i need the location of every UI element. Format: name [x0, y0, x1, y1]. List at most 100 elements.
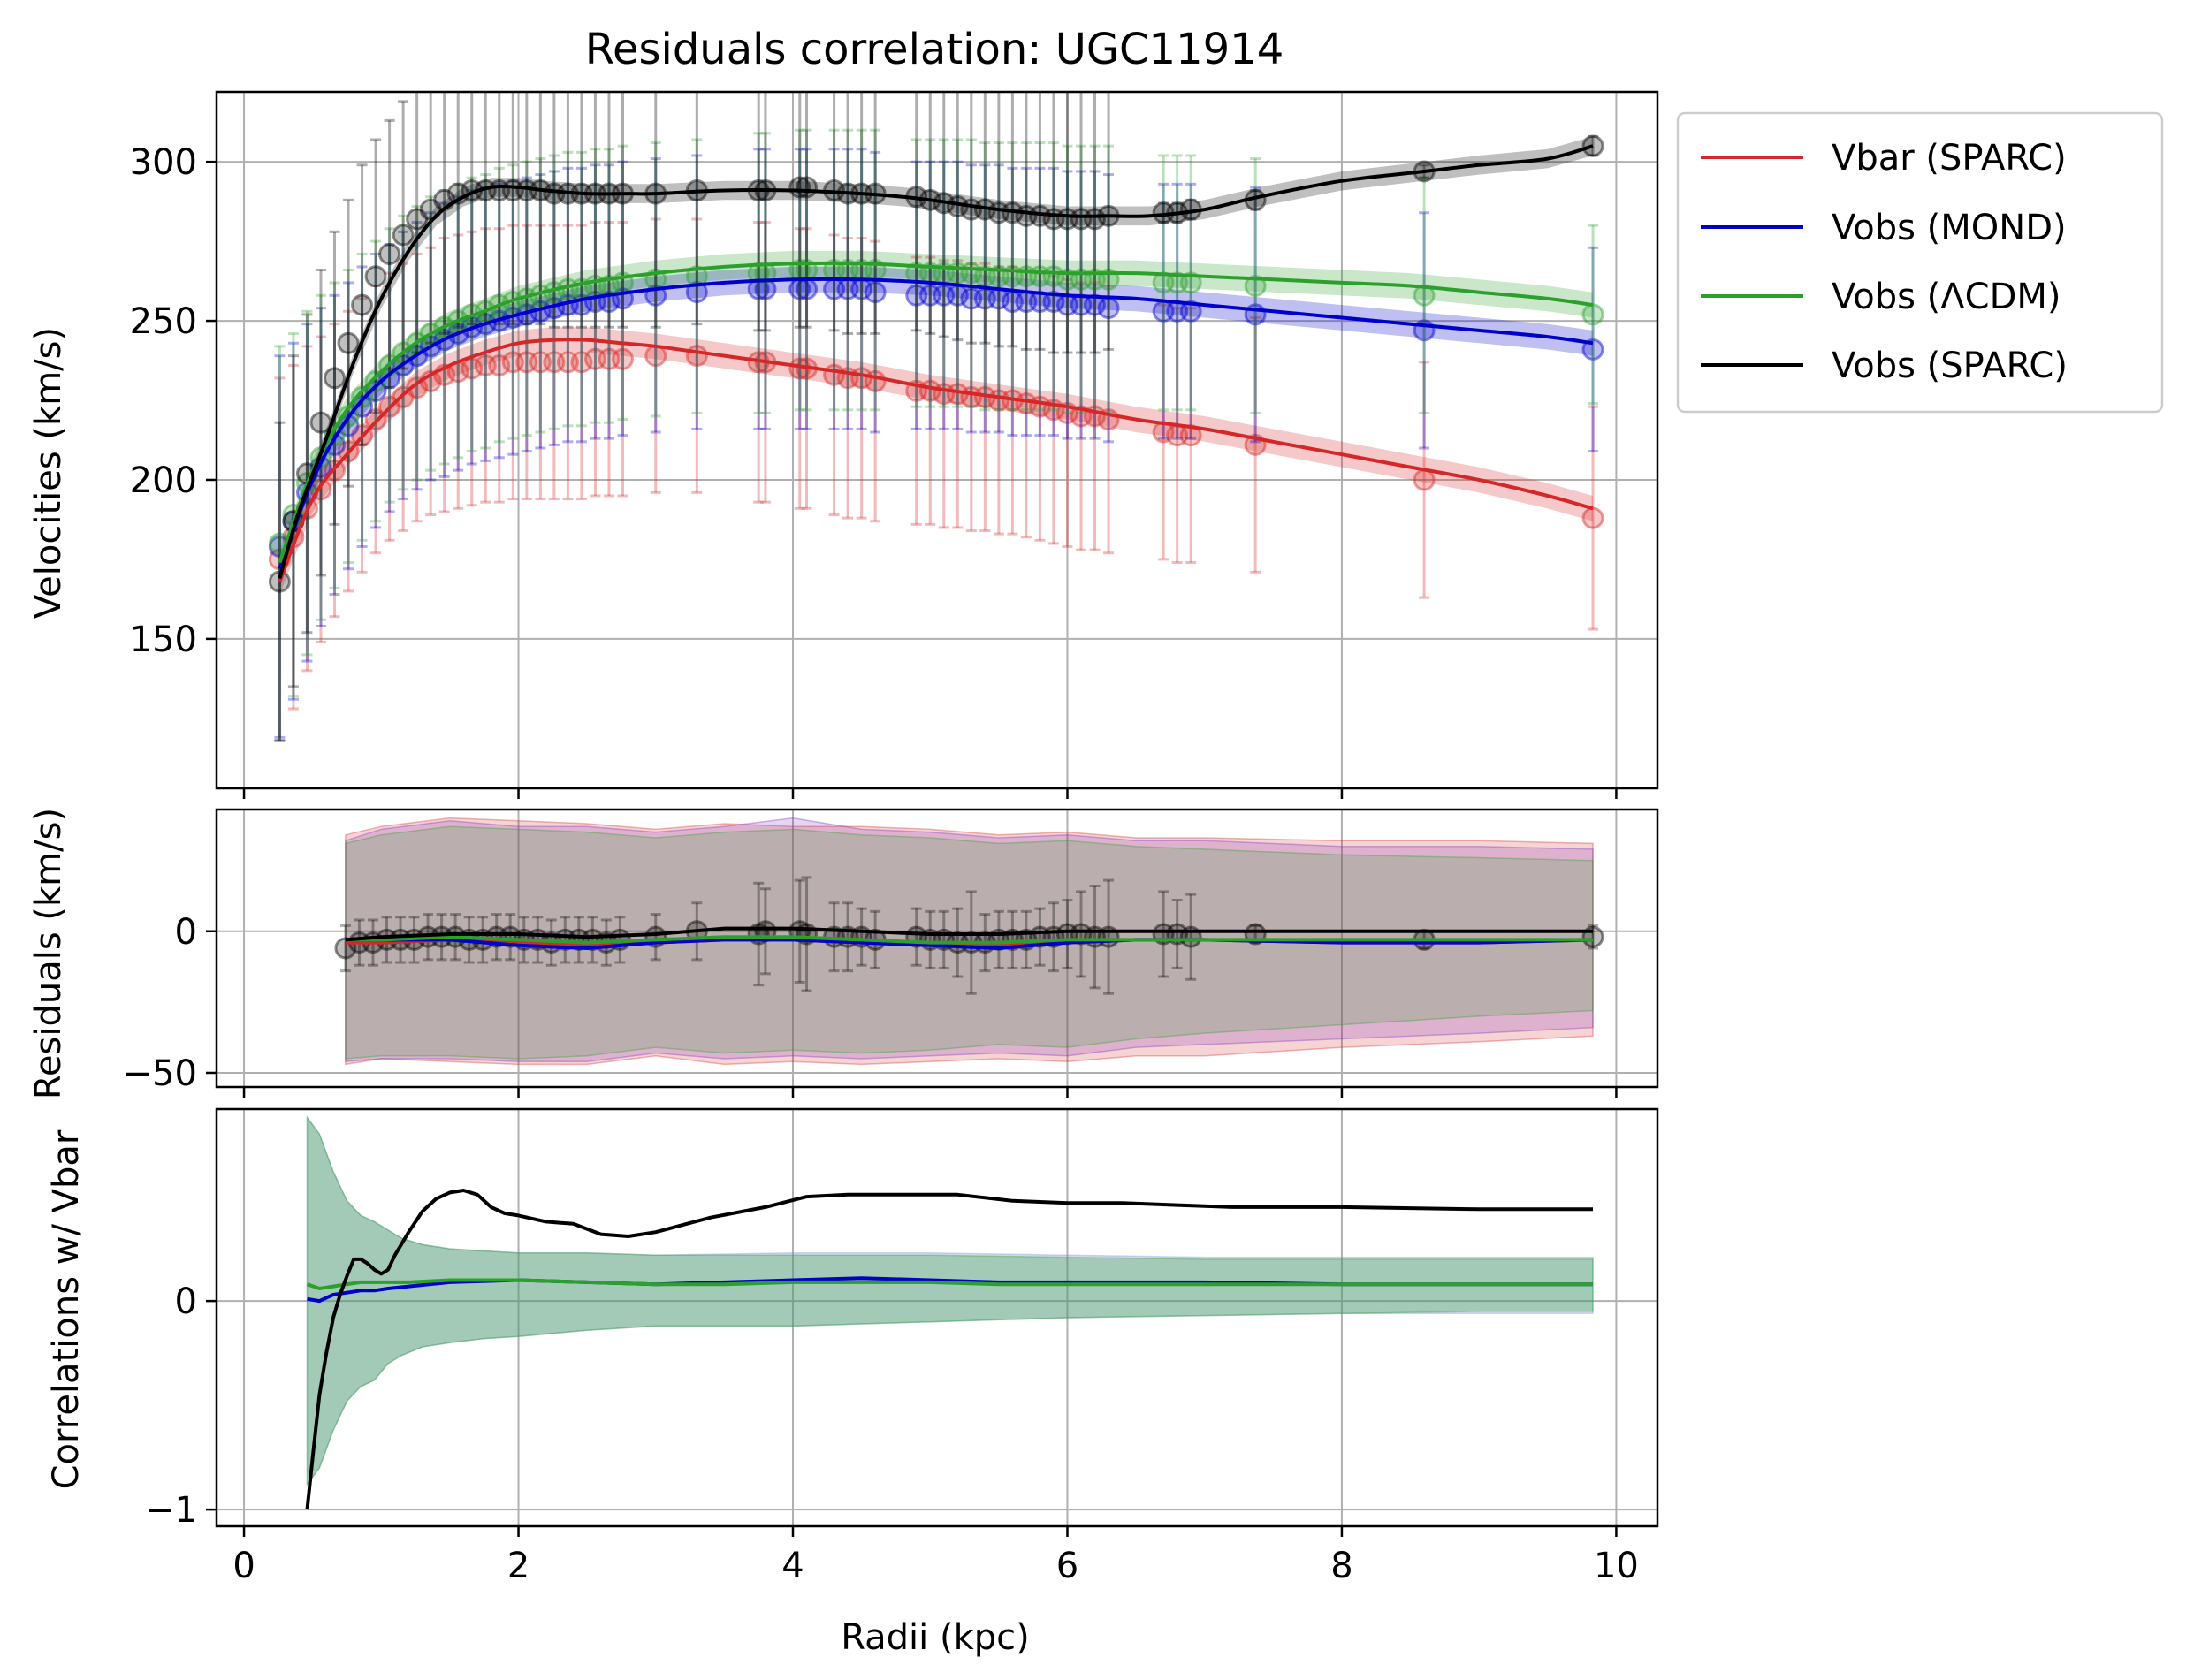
velocities-ticks: 150 200 250 300	[130, 142, 1618, 799]
x-tick-label: 2	[507, 1546, 529, 1586]
data-point	[1042, 290, 1065, 313]
data-point	[392, 224, 415, 247]
correlations-band-vobs-lcdm	[306, 1115, 1594, 1487]
data-point	[364, 379, 387, 402]
data-point	[488, 353, 511, 376]
data-point	[364, 369, 387, 392]
data-point	[351, 395, 374, 418]
residuals-band-vobs-mond	[345, 817, 1594, 1063]
residuals-panel: −50 0	[123, 808, 1659, 1098]
data-point	[1581, 303, 1604, 326]
data-point	[474, 353, 497, 376]
data-point	[1581, 134, 1604, 157]
chart-title: Residuals correlation: UGC11914	[585, 25, 1284, 74]
data-point	[796, 176, 819, 199]
legend-frame	[1676, 111, 2164, 414]
data-point	[406, 376, 429, 399]
correlations-panel: −1 0 0 2 4 6 8 10	[145, 1107, 1659, 1586]
velocities-y-axis-label: Velocities (km/s)	[28, 327, 69, 619]
data-point	[1166, 271, 1189, 294]
correlations-band-vobs-mond	[306, 1115, 1594, 1487]
correlations-grid	[217, 1109, 1657, 1526]
data-point	[543, 351, 566, 374]
x-tick-label: 4	[781, 1546, 804, 1586]
data-point	[1070, 208, 1093, 231]
correlations-y-axis-label: Correlations w/ Vbar	[46, 1129, 87, 1489]
residuals-line-vobs-lcdm	[345, 935, 1593, 945]
data-point	[1581, 506, 1604, 529]
data-point	[324, 367, 347, 390]
x-tick-label: 10	[1594, 1546, 1639, 1586]
data-point	[598, 347, 621, 370]
data-point	[612, 347, 635, 370]
velocities-panel: 150 200 250 300	[130, 90, 1659, 799]
data-point	[864, 281, 887, 304]
data-point	[351, 293, 374, 316]
data-point	[529, 351, 552, 374]
data-point	[1179, 300, 1202, 323]
data-point	[406, 208, 429, 231]
data-point	[1084, 208, 1107, 231]
residuals-y-tick-label: 0	[175, 912, 197, 953]
data-point	[501, 351, 524, 374]
velocities-points-vobs-mond	[268, 148, 1604, 739]
correlations-ticks: −1 0 0 2 4 6 8 10	[145, 1281, 1639, 1586]
data-point	[960, 287, 983, 310]
data-point	[583, 347, 606, 370]
velocities-y-tick-label: 250	[130, 301, 197, 342]
velocities-y-tick-label: 150	[130, 620, 197, 660]
velocities-line-vbar-sparc	[278, 338, 1594, 582]
x-axis-label: Radii (kpc)	[841, 1617, 1030, 1658]
correlations-y-tick-label: 0	[175, 1281, 197, 1322]
residuals-ticks: −50 0	[123, 912, 1618, 1098]
data-point	[337, 331, 360, 354]
velocities-series-band-vbar-sparc	[279, 327, 1593, 595]
data-point	[570, 351, 593, 374]
data-point	[378, 243, 401, 266]
legend: Vbar (SPARC) Vobs (MOND) Vobs (ΛCDM) Vob…	[1676, 111, 2164, 414]
residuals-y-axis-label: Residuals (km/s)	[28, 808, 69, 1099]
x-tick-label: 0	[232, 1546, 255, 1586]
data-point	[556, 351, 579, 374]
residuals-axes-frame	[215, 808, 1659, 1089]
data-point	[918, 284, 941, 307]
data-point	[933, 284, 956, 307]
data-point	[1581, 338, 1604, 361]
data-point	[685, 281, 708, 304]
x-tick-label: 8	[1330, 1546, 1352, 1586]
velocities-line-vobs-lcdm	[278, 261, 1594, 564]
data-point	[1179, 271, 1202, 294]
legend-label-vobs-mond: Vobs (MOND)	[1832, 208, 2067, 248]
data-point	[515, 351, 538, 374]
velocities-plot-area	[268, 92, 1604, 742]
velocities-axes-frame	[215, 90, 1659, 790]
data-point	[364, 265, 387, 288]
velocities-points-vobs-lcdm	[268, 128, 1604, 742]
data-point	[905, 284, 928, 307]
legend-label-vobs-sparc: Vobs (SPARC)	[1832, 346, 2068, 386]
legend-label-vobs-lcdm: Vobs (ΛCDM)	[1832, 277, 2061, 317]
velocities-y-tick-label: 200	[130, 460, 197, 501]
legend-label-vbar: Vbar (SPARC)	[1832, 138, 2067, 179]
velocities-grid	[217, 92, 1657, 788]
data-point	[378, 367, 401, 390]
correlations-plot-area	[305, 1115, 1594, 1510]
correlations-line-vobs-lcdm	[306, 1278, 1593, 1290]
velocities-y-tick-label: 300	[130, 142, 197, 183]
residuals-y-tick-label: −50	[123, 1053, 197, 1094]
x-tick-label: 6	[1056, 1546, 1078, 1586]
velocities-series-band-vobs-lcdm	[279, 250, 1593, 575]
correlations-line-vobs-sparc	[305, 1189, 1593, 1510]
data-point	[1413, 468, 1436, 491]
data-point	[351, 385, 374, 408]
data-point	[309, 411, 332, 434]
velocities-line-vobs-sparc	[278, 144, 1594, 580]
velocities-line-vobs-mond	[278, 277, 1594, 570]
residuals-plot-area	[334, 817, 1604, 1066]
correlations-y-tick-label: −1	[145, 1490, 197, 1531]
correlations-axes-frame	[215, 1107, 1659, 1528]
data-point	[461, 357, 484, 380]
residuals-line-vobs-sparc	[345, 926, 1593, 942]
data-point	[1244, 274, 1267, 297]
